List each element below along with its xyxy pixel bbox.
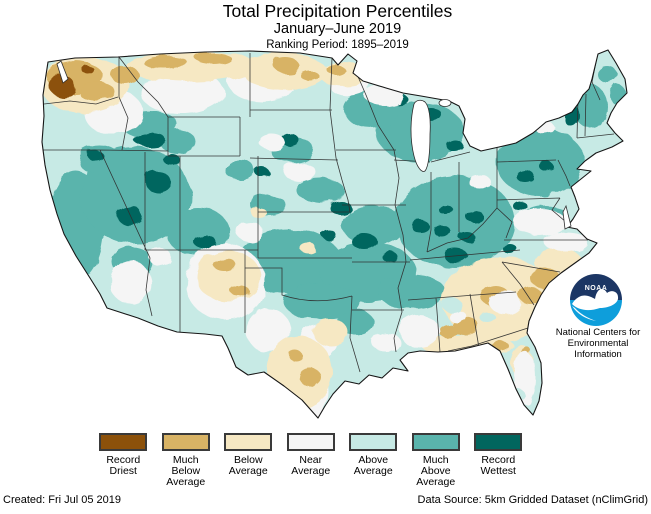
- mackinac-strait: [438, 99, 452, 107]
- record-wettest-spots: [87, 95, 580, 263]
- legend-label: Below Average: [228, 454, 268, 477]
- legend-swatch-near: [286, 433, 335, 451]
- data-source: Data Source: 5km Gridded Dataset (nClimG…: [417, 494, 648, 506]
- puget-sound: [56, 60, 69, 84]
- legend-label: Record Wettest: [480, 454, 516, 477]
- state-borders: [42, 53, 615, 373]
- much-above-average-regions: [47, 67, 626, 335]
- legend-item-much-below: Much Below Average: [155, 433, 218, 488]
- legend-item-much-above: Much Above Average: [405, 433, 468, 488]
- noaa-seagull: [572, 289, 619, 311]
- legend-item-record-driest: Record Driest: [92, 433, 155, 488]
- us-outline: [41, 49, 628, 419]
- legend-swatch-below: [224, 433, 273, 451]
- map-fill-layers: [42, 50, 627, 418]
- header: Total Precipitation Percentiles January–…: [24, 1, 651, 52]
- record-driest-spots: [49, 66, 94, 96]
- legend-swatch-much-below: [161, 433, 210, 451]
- created-date: Created: Fri Jul 05 2019: [3, 494, 122, 506]
- legend-swatch-record-driest: [99, 433, 148, 451]
- legend-label: Much Above Average: [416, 454, 456, 488]
- page-title: Total Precipitation Percentiles: [222, 1, 453, 21]
- noaa-logo: NOAA: [568, 272, 624, 328]
- legend-label: Much Below Average: [166, 454, 206, 488]
- chesapeake-bay: [562, 204, 572, 230]
- legend-swatch-above: [349, 433, 398, 451]
- legend-item-record-wettest: Record Wettest: [467, 433, 530, 488]
- color-legend: Record Driest Much Below Average Below Avera…: [92, 433, 530, 488]
- page-subtitle: January–June 2019: [273, 21, 402, 37]
- noaa-acronym: NOAA: [585, 285, 608, 292]
- legend-label: Above Average: [353, 454, 393, 477]
- legend-label: Record Driest: [106, 454, 141, 477]
- noaa-org-name: National Centers for Environmental Infor…: [555, 327, 641, 360]
- ranking-period: Ranking Period: 1895–2019: [266, 39, 409, 51]
- legend-item-near: Near Average: [280, 433, 343, 488]
- lake-michigan: [410, 99, 431, 172]
- legend-swatch-much-above: [411, 433, 460, 451]
- legend-item-below: Below Average: [217, 433, 280, 488]
- legend-label: Near Average: [291, 454, 331, 477]
- legend-item-above: Above Average: [342, 433, 405, 488]
- legend-swatch-record-wettest: [474, 433, 523, 451]
